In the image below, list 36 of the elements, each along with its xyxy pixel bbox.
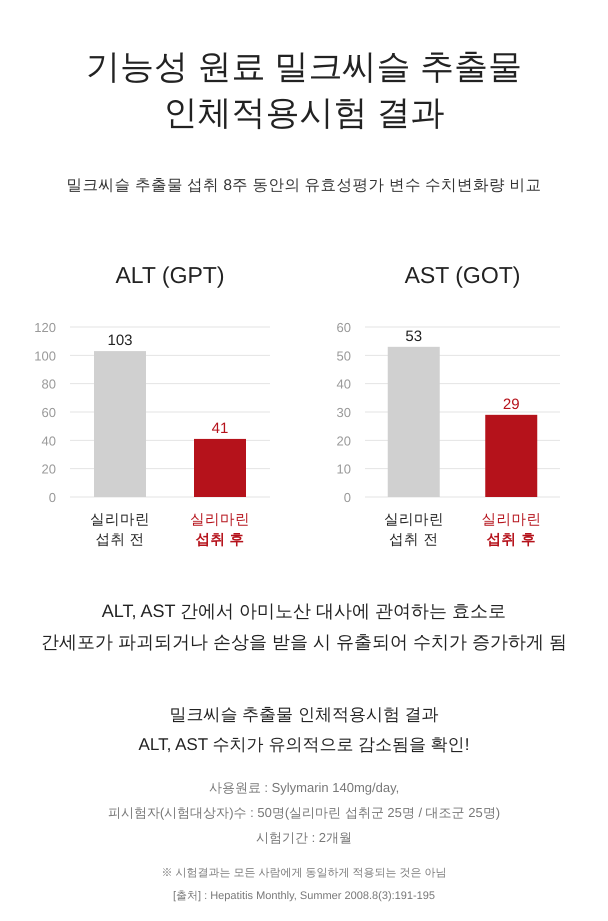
text: 기능성 원료 밀크씨슬 추출물	[86, 48, 522, 86]
y-tick-label: 60	[42, 405, 56, 420]
data-label: 29	[502, 396, 520, 413]
x-tick-label: 실리마린 섭취 후	[190, 512, 250, 548]
y-tick-label: 50	[336, 348, 351, 364]
text: [출처] : Hepatitis Monthly, Summer 2008.8(3):191-195	[172, 890, 436, 902]
data-label: 41	[212, 420, 228, 437]
y-tick-label: 120	[34, 320, 56, 335]
chart-title: AST (GOT)	[404, 262, 520, 288]
y-tick-label: 0	[344, 490, 351, 505]
x-tick-label: 실리마린 섭취 전	[90, 512, 150, 548]
text: 인체적용시험 결과	[163, 94, 445, 132]
y-tick-label: 20	[336, 433, 351, 448]
x-tick-label: 실리마린 섭취 전	[384, 512, 444, 548]
y-tick-label: 40	[336, 376, 351, 392]
text: ※ 시험결과는 모든 사람에게 동일하게 적용되는 것은 아님	[161, 867, 447, 879]
text: 사용원료 : Sylymarin 140mg/day,	[208, 780, 400, 795]
text: 간세포가 파괴되거나 손상을 받을 시 유출되어 수치가 증가하게 됨	[40, 632, 568, 652]
y-tick-label: 80	[42, 376, 56, 392]
x-tick-label: 실리마린 섭취 후	[481, 512, 542, 548]
y-tick-label: 10	[336, 462, 351, 477]
y-tick-label: 60	[336, 320, 351, 335]
text: 피시험자(시험대상자)수 : 50명(실리마린 섭취군 25명 / 대조군 25명)	[108, 805, 500, 820]
data-label: 103	[107, 332, 133, 350]
y-tick-label: 20	[42, 462, 56, 477]
text: 밀크씨슬 추출물 섭취 8주 동안의 유효성평가 변수 수치변화량 비교	[66, 177, 542, 194]
y-tick-label: 0	[48, 490, 56, 505]
text: ALT, AST 수치가 유의적으로 감소됨을 확인!	[138, 735, 470, 754]
y-tick-label: 40	[42, 433, 56, 448]
chart-title: ALT (GPT)	[115, 262, 225, 288]
text: 시험기간 : 2개월	[256, 830, 352, 845]
y-tick-label: 30	[336, 405, 351, 420]
y-tick-label: 100	[34, 348, 56, 364]
data-label: 53	[405, 328, 422, 345]
text: 밀크씨슬 추출물 인체적용시험 결과	[169, 705, 439, 724]
text: ALT, AST 간에서 아미노산 대사에 관여하는 효소로	[102, 601, 506, 621]
